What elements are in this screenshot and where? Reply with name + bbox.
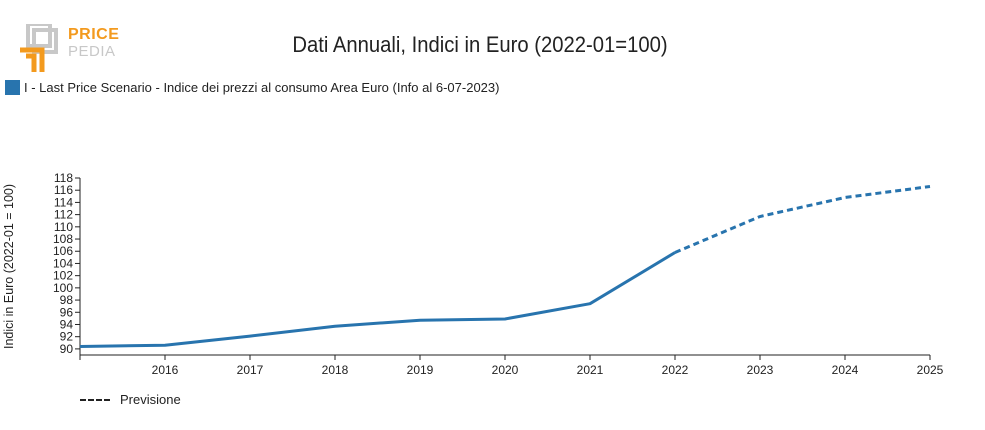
y-tick-label: 112: [54, 208, 73, 222]
logo-text-price: PRICE: [68, 26, 120, 43]
x-tick-label: 2019: [407, 363, 434, 377]
series-line-actual: [79, 251, 676, 348]
y-tick-label: 98: [60, 293, 74, 307]
y-tick-label: 102: [53, 269, 73, 283]
x-tick-label: 2018: [322, 363, 349, 377]
x-tick-label: 2020: [492, 363, 519, 377]
chart-title: Dati Annuali, Indici in Euro (2022-01=10…: [292, 32, 668, 57]
y-tick-label: 108: [53, 232, 73, 246]
logo-text-pedia: PEDIA: [68, 43, 116, 60]
x-tick-label: 2025: [917, 363, 944, 377]
y-tick-label: 100: [53, 281, 73, 295]
x-tick-label: 2024: [832, 363, 859, 377]
axes: 9092949698100102104106108110112114116118…: [53, 171, 944, 377]
x-tick-label: 2017: [237, 363, 264, 377]
y-tick-label: 90: [60, 342, 74, 356]
dashed-line-swatch: [80, 398, 110, 401]
logo-mark-icon: [20, 22, 58, 72]
y-tick-label: 118: [54, 171, 73, 185]
y-tick-label: 114: [54, 195, 73, 209]
series-line-forecast: [674, 185, 931, 254]
y-tick-label: 92: [60, 330, 74, 344]
y-tick-label: 110: [54, 220, 73, 234]
legend[interactable]: I - Last Price Scenario - Indice dei pre…: [5, 80, 499, 95]
series-group: [79, 185, 931, 348]
y-tick-label: 116: [54, 183, 73, 197]
legend-swatch: [5, 80, 20, 95]
y-tick-label: 106: [53, 244, 73, 258]
y-tick-label: 94: [60, 317, 74, 331]
pricepedia-logo: [18, 22, 128, 76]
y-tick-label: 104: [53, 256, 73, 270]
x-tick-label: 2021: [577, 363, 604, 377]
forecast-note: Previsione: [80, 392, 181, 407]
y-tick-label: 96: [60, 305, 74, 319]
x-tick-label: 2016: [152, 363, 179, 377]
legend-label: I - Last Price Scenario - Indice dei pre…: [24, 80, 500, 95]
x-tick-label: 2023: [747, 363, 774, 377]
x-tick-label: 2022: [662, 363, 689, 377]
forecast-note-label: Previsione: [120, 392, 181, 407]
